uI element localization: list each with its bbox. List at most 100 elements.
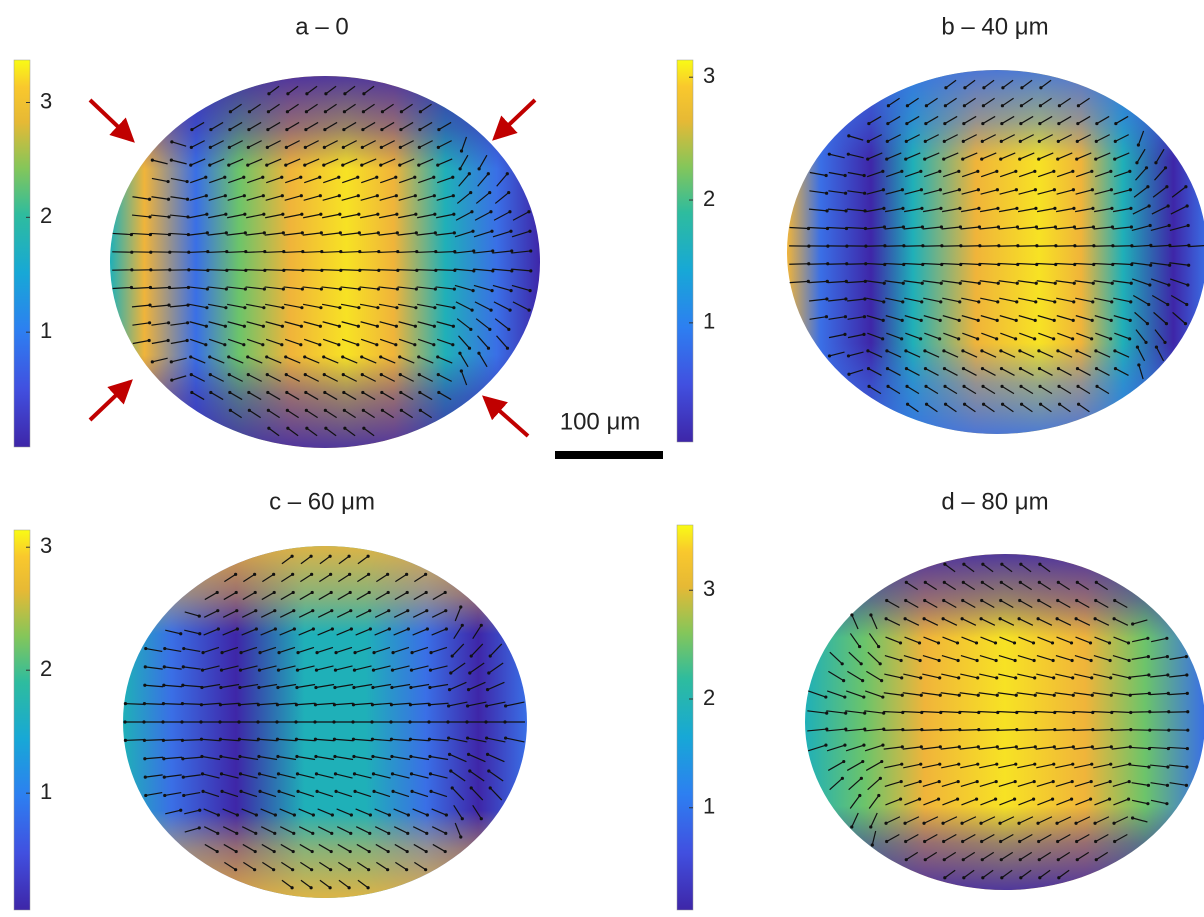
arrow-head (1052, 676, 1055, 679)
arrow-head (843, 744, 846, 747)
arrow-head (253, 868, 256, 871)
arrow-head (220, 668, 223, 671)
arrow-head (315, 772, 318, 775)
arrow-head (938, 676, 941, 679)
arrow-head (1128, 659, 1131, 662)
arrow-head (434, 231, 437, 234)
arrow-head (181, 684, 184, 687)
arrow-head (296, 668, 299, 671)
arrow-head (305, 409, 308, 412)
arrow-head (1053, 694, 1056, 697)
arrow-head (981, 581, 984, 584)
arrow-head (491, 249, 494, 252)
arrow-head (319, 213, 322, 216)
arrow-head (281, 325, 284, 328)
arrow-head (1092, 282, 1095, 285)
arrow-head (867, 140, 870, 143)
arrow-head (367, 868, 370, 871)
arrow-head (262, 213, 265, 216)
arrow (865, 246, 885, 247)
arrow-head (449, 769, 452, 772)
arrow (960, 246, 980, 247)
arrow-head (220, 790, 223, 793)
arrow-head (885, 617, 888, 620)
arrow-head (1128, 763, 1131, 766)
arrow-head (943, 858, 946, 861)
arrow-head (1019, 876, 1022, 879)
arrow-head (958, 207, 961, 210)
arrow-head (347, 886, 350, 889)
arrow-head (1165, 637, 1168, 640)
arrow-head (1037, 349, 1040, 352)
arrow-head (1136, 346, 1139, 349)
arrow-head (844, 192, 847, 195)
arrow-head (395, 213, 398, 216)
arrow-head (167, 339, 170, 342)
arrow-head (1185, 765, 1188, 768)
arrow-head (295, 686, 298, 689)
arrow-head (148, 198, 151, 201)
arrow-head (199, 720, 202, 723)
arrow-head (867, 367, 870, 370)
arrow-head (239, 651, 242, 654)
arrow-head (1185, 673, 1188, 676)
arrow-head (920, 694, 923, 697)
arrow-head (414, 325, 417, 328)
arrow-head (426, 627, 429, 630)
arrow-head (1039, 403, 1042, 406)
arrow-head (901, 188, 904, 191)
arrow (1016, 730, 1036, 731)
arrow (808, 264, 827, 265)
arrow (1055, 246, 1075, 247)
arrow-head (224, 213, 227, 216)
arrow-head (170, 379, 173, 382)
arrow-head (976, 780, 979, 783)
arrow-head (182, 647, 185, 650)
arrow-head (825, 192, 828, 195)
arrow-head (1014, 170, 1017, 173)
arrow-head (1147, 673, 1150, 676)
arrow-head (923, 599, 926, 602)
arrow-head (978, 282, 981, 285)
arrow-head (943, 367, 946, 370)
arrow-head (257, 738, 260, 741)
arrow (884, 246, 904, 247)
arrow-head (433, 306, 436, 309)
arrow-head (333, 738, 336, 741)
arrow-head (148, 304, 151, 307)
colorbar-tick-label: 1 (40, 779, 52, 804)
arrow-head (390, 686, 393, 689)
arrow-head (1137, 143, 1140, 146)
arrow-head (170, 360, 173, 363)
arrow-head (418, 128, 421, 131)
arrow-head (995, 780, 998, 783)
arrow-head (844, 297, 847, 300)
arrow-head (1073, 225, 1076, 228)
arrow-head (181, 702, 184, 705)
arrow-head (1095, 858, 1098, 861)
arrow-head (255, 627, 258, 630)
arrow-head (900, 337, 903, 340)
arrow-head (1020, 86, 1023, 89)
arrow-head (1186, 692, 1189, 695)
arrow-head (437, 128, 440, 131)
arrow-head (1014, 763, 1017, 766)
arrow-head (467, 688, 470, 691)
arrow-head (923, 840, 926, 843)
arrow-head (418, 146, 421, 149)
arrow-head (1057, 140, 1060, 143)
arrow-head (432, 343, 435, 346)
arrow-head (1075, 349, 1078, 352)
arrow-head (490, 230, 493, 233)
arrow-head (1071, 337, 1074, 340)
arrow (846, 264, 865, 265)
arrow-head (1016, 282, 1019, 285)
arrow-head (980, 599, 983, 602)
arrow-head (379, 355, 382, 358)
arrow-head (198, 826, 201, 829)
arrow-head (198, 614, 201, 617)
arrow-head (1034, 745, 1037, 748)
arrow-head (1090, 676, 1093, 679)
arrow-head (1072, 207, 1075, 210)
arrow-head (1145, 166, 1148, 169)
